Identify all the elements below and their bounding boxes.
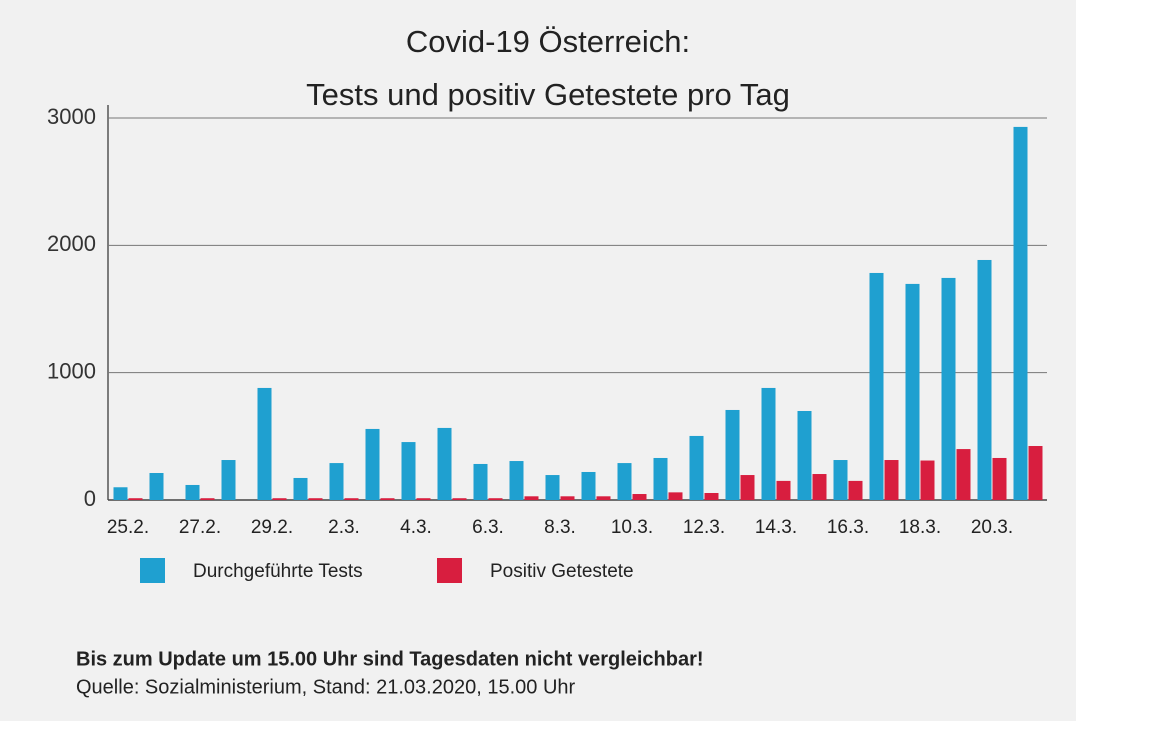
- bar: [905, 283, 920, 500]
- bar: [941, 277, 956, 500]
- legend-label: Durchgeführte Tests: [193, 561, 363, 582]
- bar: [812, 474, 827, 500]
- bar: [524, 496, 539, 500]
- note: Bis zum Update um 15.00 Uhr sind Tagesda…: [76, 648, 704, 670]
- source: Quelle: Sozialministerium, Stand: 21.03.…: [76, 676, 576, 698]
- legend-swatch: [437, 558, 462, 583]
- bar: [977, 259, 992, 500]
- legend-swatch: [140, 558, 165, 583]
- bar: [725, 409, 740, 500]
- bar: [596, 496, 611, 500]
- x-tick-label: 27.2.: [179, 517, 221, 538]
- bar: [200, 498, 215, 500]
- bar: [1028, 446, 1043, 500]
- bar: [869, 272, 884, 500]
- bar: [380, 498, 395, 500]
- x-tick-label: 8.3.: [544, 517, 576, 538]
- bar: [848, 480, 863, 500]
- bar: [833, 460, 848, 500]
- bar: [797, 410, 812, 500]
- bar: [149, 473, 164, 500]
- x-tick-label: 25.2.: [107, 517, 149, 538]
- y-tick-label: 2000: [47, 231, 96, 256]
- bar: [689, 435, 704, 500]
- chart-subtitle: Tests und positiv Getestete pro Tag: [306, 77, 790, 112]
- bar: [365, 428, 380, 500]
- bar: [308, 498, 323, 500]
- bar: [632, 494, 647, 500]
- bar: [257, 387, 272, 500]
- x-tick-label: 20.3.: [971, 517, 1013, 538]
- bar: [776, 480, 791, 500]
- x-tick-label: 2.3.: [328, 517, 360, 538]
- x-tick-label: 14.3.: [755, 517, 797, 538]
- x-tick-label: 6.3.: [472, 517, 504, 538]
- x-tick-label: 4.3.: [400, 517, 432, 538]
- x-tick-label: 16.3.: [827, 517, 869, 538]
- bar: [488, 498, 503, 500]
- bar: [293, 477, 308, 500]
- background: [0, 0, 1076, 721]
- bar: [581, 471, 596, 500]
- x-tick-label: 18.3.: [899, 517, 941, 538]
- bar: [128, 498, 143, 500]
- bar: [992, 457, 1007, 500]
- bar: [221, 460, 236, 500]
- bar: [1013, 126, 1028, 500]
- bar: [617, 463, 632, 500]
- bar: [740, 475, 755, 500]
- y-tick-label: 3000: [47, 104, 96, 129]
- bar: [344, 498, 359, 500]
- bar: [653, 457, 668, 500]
- bar: [401, 442, 416, 500]
- bar: [329, 463, 344, 500]
- legend-label: Positiv Getestete: [490, 561, 634, 582]
- bar: [668, 492, 683, 500]
- bar: [473, 463, 488, 500]
- bar: [545, 475, 560, 500]
- bar: [761, 387, 776, 500]
- bar: [704, 492, 719, 500]
- bar: [884, 460, 899, 500]
- bar: [437, 427, 452, 500]
- x-tick-label: 12.3.: [683, 517, 725, 538]
- x-tick-label: 29.2.: [251, 517, 293, 538]
- y-tick-label: 0: [84, 486, 96, 511]
- chart-title: Covid-19 Österreich:: [406, 24, 690, 59]
- bar: [113, 487, 128, 500]
- bar: [560, 496, 575, 500]
- bar: [920, 460, 935, 500]
- bar: [185, 484, 200, 500]
- bar: [509, 461, 524, 500]
- bar: [416, 498, 431, 500]
- bar: [272, 498, 287, 500]
- bar: [956, 449, 971, 500]
- x-tick-label: 10.3.: [611, 517, 653, 538]
- bar: [452, 498, 467, 500]
- y-tick-label: 1000: [47, 358, 96, 383]
